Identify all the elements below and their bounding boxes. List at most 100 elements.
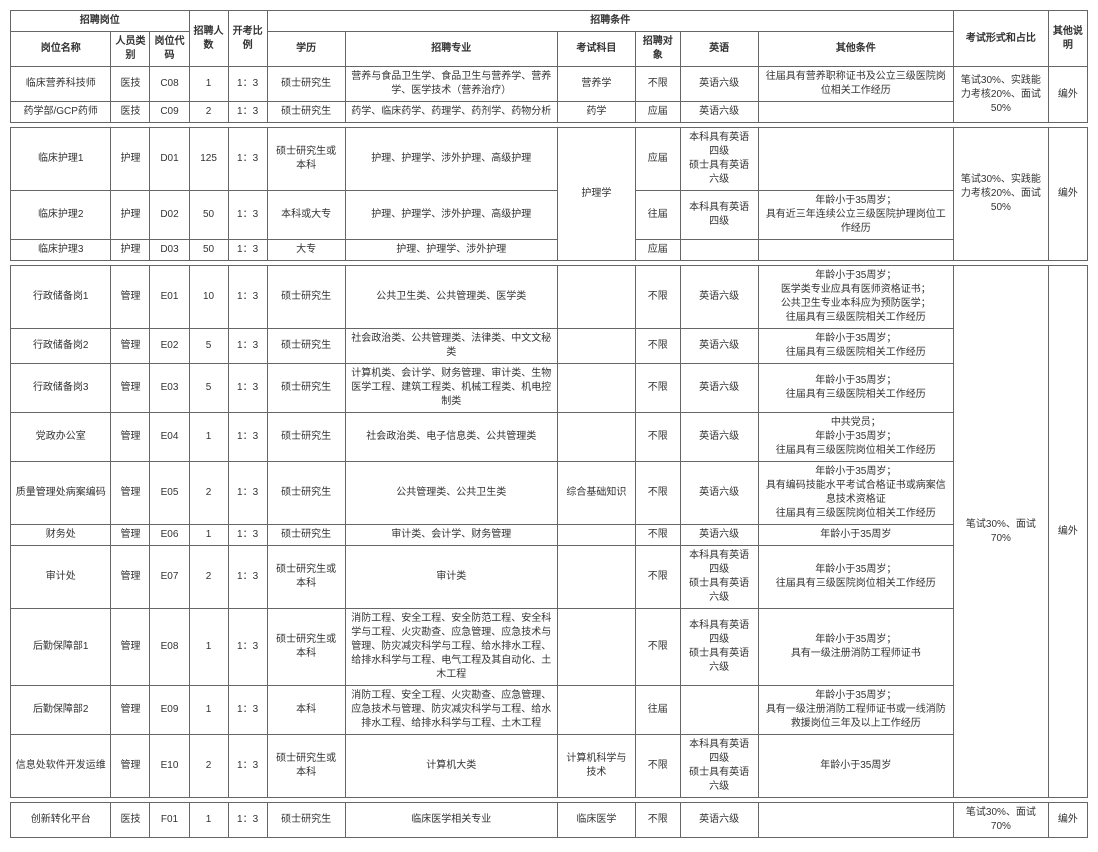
table-cell: 计算机大类 [345,735,557,798]
table-cell: 不限 [635,803,680,838]
table-cell: 信息处软件开发运维 [11,735,111,798]
table-cell: 行政储备岗3 [11,364,111,413]
table-cell: 创新转化平台 [11,803,111,838]
table-cell: 本科具有英语四级硕士具有英语六级 [680,546,758,609]
table-cell: 1：3 [228,735,267,798]
table-cell: E09 [150,686,189,735]
table-row: 财务处管理E0611：3硕士研究生审计类、会计学、财务管理不限英语六级年龄小于3… [11,525,1088,546]
hdr-cond-group: 招聘条件 [267,11,953,32]
table-cell: 硕士研究生或本科 [267,609,345,686]
table-row: 行政储备岗3管理E0351：3硕士研究生计算机类、会计学、财务管理、审计类、生物… [11,364,1088,413]
table-cell: 审计处 [11,546,111,609]
table-cell: 护理、护理学、涉外护理、高级护理 [345,191,557,240]
hdr-person-cat: 人员类别 [111,32,150,67]
table-cell [557,686,635,735]
table-cell: 1 [189,686,228,735]
table-cell: E03 [150,364,189,413]
table-cell: 不限 [635,609,680,686]
table-cell [680,240,758,261]
table-cell: 英语六级 [680,67,758,102]
table-cell: 护理 [111,191,150,240]
table-cell: 英语六级 [680,364,758,413]
table-cell: 硕士研究生 [267,525,345,546]
table-cell: 不限 [635,266,680,329]
table-cell: 硕士研究生或本科 [267,128,345,191]
table-cell: 硕士研究生 [267,364,345,413]
table-cell: 公共管理类、公共卫生类 [345,462,557,525]
table-cell: 1：3 [228,128,267,191]
table-cell: 5 [189,364,228,413]
table-cell: 1：3 [228,102,267,123]
table-cell [557,546,635,609]
table-cell: 本科具有英语四级硕士具有英语六级 [680,128,758,191]
table-cell: 1：3 [228,546,267,609]
table-cell: 2 [189,546,228,609]
table-cell: 1：3 [228,240,267,261]
table-cell: 大专 [267,240,345,261]
table-cell: 应届 [635,128,680,191]
table-cell: 硕士研究生 [267,413,345,462]
table-cell: 护理 [111,240,150,261]
table-cell: 年龄小于35周岁；具有一级注册消防工程师证书或一线消防救援岗位三年及以上工作经历 [758,686,953,735]
table-cell: 管理 [111,609,150,686]
table-cell: 综合基础知识 [557,462,635,525]
table-cell: 不限 [635,364,680,413]
table-cell: 本科具有英语四级硕士具有英语六级 [680,609,758,686]
table-cell: E04 [150,413,189,462]
table-cell: 往届具有营养职称证书及公立三级医院岗位相关工作经历 [758,67,953,102]
table-cell [557,413,635,462]
table-cell: 临床营养科技师 [11,67,111,102]
table-cell: 临床护理2 [11,191,111,240]
table-cell: 笔试30%、面试70% [953,266,1048,798]
table-cell [557,364,635,413]
table-cell: 本科具有英语四级 [680,191,758,240]
table-cell: 英语六级 [680,413,758,462]
table-cell: 英语六级 [680,266,758,329]
table-cell: 英语六级 [680,525,758,546]
table-cell: 硕士研究生或本科 [267,546,345,609]
table-cell: 年龄小于35周岁；具有编码技能水平考试合格证书或病案信息技术资格证往届具有三级医… [758,462,953,525]
table-cell: E10 [150,735,189,798]
table-cell: 1：3 [228,413,267,462]
table-cell: 1 [189,413,228,462]
hdr-subject: 考试科目 [557,32,635,67]
table-row: 临床护理2护理D02501：3本科或大专护理、护理学、涉外护理、高级护理往届本科… [11,191,1088,240]
table-cell: 财务处 [11,525,111,546]
table-cell: 临床护理1 [11,128,111,191]
table-row: 后勤保障部2管理E0911：3本科消防工程、安全工程、火灾勘查、应急管理、应急技… [11,686,1088,735]
hdr-post-code: 岗位代码 [150,32,189,67]
hdr-post-group: 招聘岗位 [11,11,190,32]
table-cell: 管理 [111,686,150,735]
table-cell: 临床医学相关专业 [345,803,557,838]
table-cell: 应届 [635,240,680,261]
table-cell: 医技 [111,67,150,102]
table-cell: 编外 [1048,266,1087,798]
table-cell: 管理 [111,525,150,546]
table-cell: 2 [189,735,228,798]
table-cell: 2 [189,102,228,123]
table-cell: 管理 [111,364,150,413]
table-cell: 不限 [635,67,680,102]
table-cell: 1 [189,609,228,686]
table-cell [758,102,953,123]
table-cell: 1：3 [228,191,267,240]
table-cell: 2 [189,462,228,525]
table-cell: 1：3 [228,329,267,364]
table-cell [557,329,635,364]
table-row: 临床护理1护理D011251：3硕士研究生或本科护理、护理学、涉外护理、高级护理… [11,128,1088,191]
table-cell: E01 [150,266,189,329]
table-cell: 后勤保障部2 [11,686,111,735]
table-cell: 审计类、会计学、财务管理 [345,525,557,546]
table-cell: E02 [150,329,189,364]
table-cell: 行政储备岗2 [11,329,111,364]
table-cell [680,686,758,735]
table-cell: 笔试30%、面试70% [953,803,1048,838]
table-cell: 年龄小于35周岁；往届具有三级医院岗位相关工作经历 [758,546,953,609]
table-row: 临床营养科技师医技C0811：3硕士研究生营养与食品卫生学、食品卫生与营养学、营… [11,67,1088,102]
table-cell [758,128,953,191]
table-row: 后勤保障部1管理E0811：3硕士研究生或本科消防工程、安全工程、安全防范工程、… [11,609,1088,686]
table-cell: 行政储备岗1 [11,266,111,329]
table-cell: 硕士研究生 [267,803,345,838]
table-row: 质量管理处病案编码管理E0521：3硕士研究生公共管理类、公共卫生类综合基础知识… [11,462,1088,525]
table-cell: 不限 [635,735,680,798]
